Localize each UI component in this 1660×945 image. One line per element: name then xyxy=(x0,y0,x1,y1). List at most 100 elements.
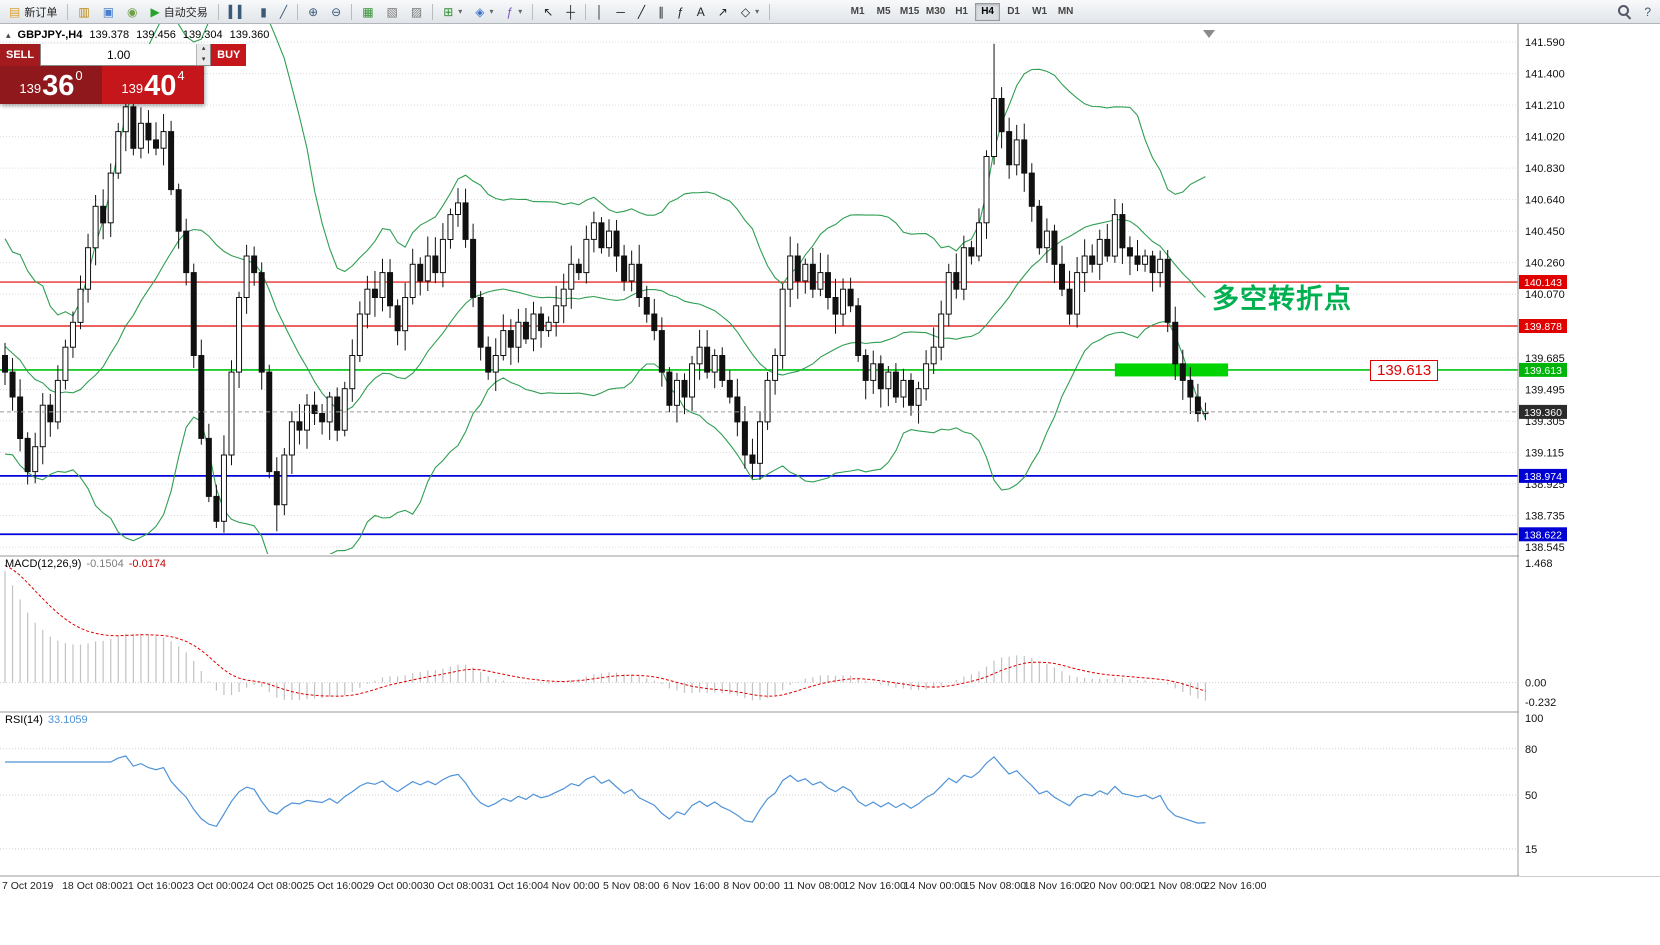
new-order-button[interactable]: ▤ 新订单 xyxy=(3,2,63,22)
trendline-icon[interactable]: ╱ xyxy=(632,2,651,22)
profiles-button[interactable]: ◈ ▾ xyxy=(469,2,499,22)
auto-trading-button-glyph: ▶ xyxy=(150,4,160,19)
svg-text:24 Oct 08:00: 24 Oct 08:00 xyxy=(242,880,302,892)
ohlc-low: 139.304 xyxy=(182,29,223,41)
highlight-zone-rect[interactable] xyxy=(1114,363,1229,377)
volume-input[interactable] xyxy=(41,44,197,65)
toolbar: ▤ 新订单 ▥ ▣ ◉ ▶ 自动交易 ▍▍ ▮ ╱ ⊕ ⊖ ▦ ▧ ▨ ⊞ ▾ ◈ ▾ ƒ ▾ ↖ ┼ │ ─ ╱ ∥ ƒ A ↗ ◇ ▾ M1… xyxy=(0,0,1660,24)
chart-text-annotation[interactable]: 多空转折点 xyxy=(1212,284,1352,314)
scale-price-badge xyxy=(1519,404,1567,419)
dropdown-arrow-icon: ▾ xyxy=(458,7,463,16)
one-click-panel-toggle-icon[interactable]: ▴ xyxy=(6,29,11,40)
svg-text:8 Nov 00:00: 8 Nov 00:00 xyxy=(723,880,780,892)
sell-price-button[interactable]: 139 36 0 xyxy=(0,66,102,104)
arrange-windows-icon[interactable]: ▨ xyxy=(405,2,428,22)
candlestick-mode-icon[interactable]: ▮ xyxy=(254,2,273,22)
horizontal-level-lines[interactable] xyxy=(0,281,1518,536)
svg-text:140.450: 140.450 xyxy=(1525,226,1565,238)
svg-text:140.143: 140.143 xyxy=(1524,277,1562,289)
equidistant-channel-icon[interactable]: ∥ xyxy=(652,2,670,22)
text-label-icon[interactable]: A xyxy=(691,2,711,22)
svg-text:30 Oct 08:00: 30 Oct 08:00 xyxy=(423,880,483,892)
chart-shift-marker[interactable] xyxy=(1203,30,1215,38)
depth-of-market-icon[interactable]: ▣ xyxy=(97,2,120,22)
line-chart-mode-icon-glyph: ╱ xyxy=(279,4,288,19)
svg-text:11 Nov 08:00: 11 Nov 08:00 xyxy=(783,880,845,892)
timeframe-h4-button[interactable]: H4 xyxy=(975,2,1001,21)
svg-text:139.685: 139.685 xyxy=(1525,353,1565,365)
timeframe-w1-button[interactable]: W1 xyxy=(1027,3,1052,21)
svg-text:139.360: 139.360 xyxy=(1524,407,1562,419)
tile-windows-icon[interactable]: ▦ xyxy=(356,2,379,22)
charts-grid-icon[interactable]: ▥ xyxy=(72,2,95,22)
vertical-line-icon[interactable]: │ xyxy=(590,2,610,22)
indicator-list-button[interactable]: ƒ ▾ xyxy=(501,2,529,22)
timeframe-m30-button[interactable]: M30 xyxy=(923,3,948,21)
svg-text:50: 50 xyxy=(1525,790,1537,802)
horizontal-line-icon[interactable]: ─ xyxy=(610,2,631,22)
line-chart-mode-icon[interactable]: ╱ xyxy=(274,2,293,22)
price-level-callout[interactable]: 139.613 xyxy=(1370,360,1439,381)
timeframe-m15-button[interactable]: M15 xyxy=(897,3,922,21)
cursor-icon[interactable]: ↖ xyxy=(537,2,559,22)
timeframe-m1-button[interactable]: M1 xyxy=(845,3,870,21)
svg-text:18 Oct 08:00: 18 Oct 08:00 xyxy=(62,880,122,892)
auto-trading-button[interactable]: ▶ 自动交易 xyxy=(145,2,214,22)
toolbar-separator xyxy=(217,3,219,20)
time-axis[interactable]: 7 Oct 2019 18 Oct 08:00 21 Oct 16:00 23 Oct… xyxy=(2,880,1267,892)
zoom-out-icon[interactable]: ⊖ xyxy=(325,2,347,22)
quick-help-button[interactable]: ? xyxy=(1638,2,1657,22)
timeframe-m5-button[interactable]: M5 xyxy=(871,3,896,21)
timeframe-mn-button[interactable]: MN xyxy=(1053,3,1078,21)
shapes-button[interactable]: ◇ ▾ xyxy=(735,2,765,22)
volume-up-arrow[interactable]: ▴ xyxy=(197,44,211,55)
tile-windows-icon-glyph: ▦ xyxy=(362,4,374,19)
svg-text:141.020: 141.020 xyxy=(1525,132,1565,144)
volume-spinner: ▴ ▾ xyxy=(196,44,211,65)
volume-down-arrow[interactable]: ▾ xyxy=(197,54,211,65)
crosshair-icon[interactable]: ┼ xyxy=(560,2,581,22)
chart-canvas[interactable]: 141.590 141.400 141.210 141.020 140.830 140.6… xyxy=(0,24,1660,945)
svg-text:23 Oct 00:00: 23 Oct 00:00 xyxy=(182,880,242,892)
indicator-list-button-glyph: ƒ xyxy=(506,4,514,19)
arrow-objects-icon[interactable]: ↗ xyxy=(712,2,734,22)
fibonacci-icon-glyph: ƒ xyxy=(677,4,684,19)
toolbar-separator xyxy=(532,3,534,20)
sell-button[interactable]: SELL xyxy=(0,44,41,66)
ohlc-high: 139.456 xyxy=(136,29,176,41)
svg-text:141.210: 141.210 xyxy=(1525,100,1565,112)
sell-price-pip: 0 xyxy=(75,68,83,83)
buy-price-button[interactable]: 139 40 4 xyxy=(102,66,204,104)
zoom-in-icon[interactable]: ⊕ xyxy=(302,2,324,22)
cascade-windows-icon[interactable]: ▧ xyxy=(381,2,404,22)
search-icon[interactable] xyxy=(1612,2,1637,22)
cascade-windows-icon-glyph: ▧ xyxy=(386,4,398,19)
buy-button[interactable]: BUY xyxy=(211,44,247,66)
one-click-price-row: 139 36 0 139 40 4 xyxy=(0,66,204,104)
svg-text:21 Oct 16:00: 21 Oct 16:00 xyxy=(122,880,182,892)
svg-text:138.545: 138.545 xyxy=(1525,542,1565,554)
price-scale[interactable]: 141.590 141.400 141.210 141.020 140.830 140.6… xyxy=(1517,24,1660,876)
text-label-icon-glyph: A xyxy=(696,4,705,19)
svg-text:25 Oct 16:00: 25 Oct 16:00 xyxy=(303,880,363,892)
ohlc-close: 139.360 xyxy=(229,29,270,41)
toolbar-separator xyxy=(297,3,299,20)
macd-indicator-label: MACD(12,26,9) -0.1504 -0.0174 xyxy=(5,558,166,570)
timeframe-d1-button[interactable]: D1 xyxy=(1001,3,1026,21)
macd-signal-value: -0.0174 xyxy=(128,558,167,570)
dropdown-arrow-icon: ▾ xyxy=(489,7,494,16)
sell-price-small: 139 xyxy=(19,81,42,96)
buy-price-big: 40 xyxy=(144,70,177,102)
new-chart-button[interactable]: ⊞ ▾ xyxy=(437,2,468,22)
toolbar-separator xyxy=(351,3,353,20)
bar-chart-mode-icon[interactable]: ▍▍ xyxy=(223,2,253,22)
mql5-community-icon[interactable]: ◉ xyxy=(121,2,143,22)
fibonacci-icon[interactable]: ƒ xyxy=(671,2,690,22)
svg-text:140.830: 140.830 xyxy=(1525,163,1565,175)
macd-indicator xyxy=(0,564,1518,701)
rsi-indicator-label: RSI(14) 33.1059 xyxy=(5,714,88,726)
symbol-title: GBPJPY-,H4 xyxy=(17,29,83,41)
buy-price-pip: 4 xyxy=(177,68,185,83)
horizontal-line-icon-glyph: ─ xyxy=(616,4,625,19)
timeframe-h1-button[interactable]: H1 xyxy=(949,3,974,21)
